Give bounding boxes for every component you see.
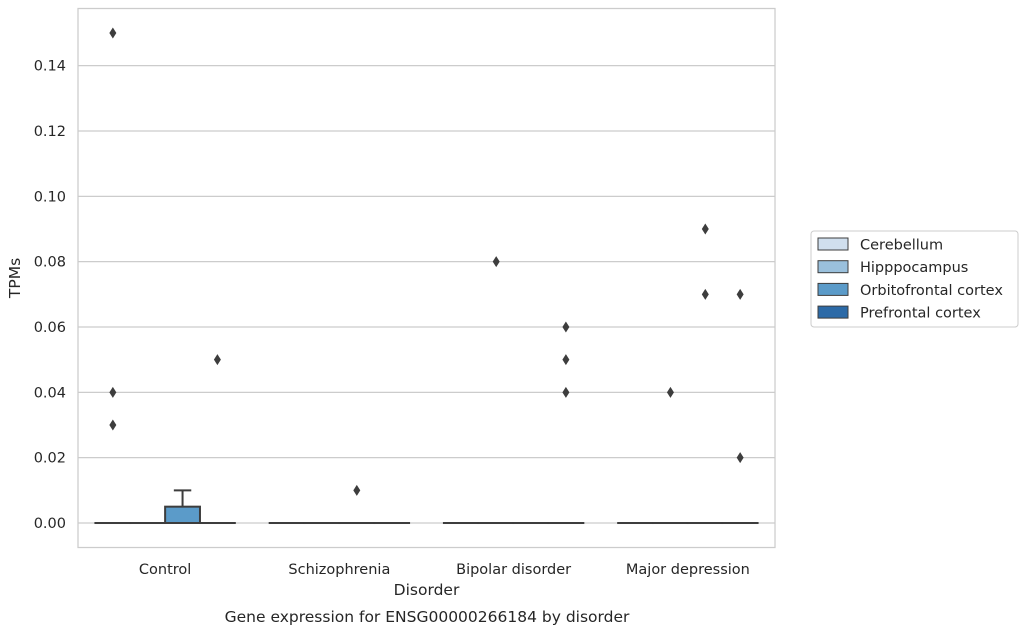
- x-tick-label: Control: [139, 562, 191, 578]
- outlier-point: [736, 452, 744, 464]
- x-tick-label: Major depression: [626, 562, 750, 578]
- legend-label: Prefrontal cortex: [860, 306, 981, 322]
- box-prefrontal-cortex: [198, 354, 236, 525]
- box-marks: [94, 27, 759, 525]
- grid-lines: [78, 65, 775, 524]
- outlier-point: [562, 354, 570, 366]
- box-orbitofrontal-cortex: [686, 223, 724, 525]
- plot-area-frame: [77, 7, 776, 549]
- legend-swatch: [817, 305, 849, 319]
- box-hipppocampus: [477, 256, 515, 525]
- y-tick-label: 0.12: [34, 124, 66, 140]
- outlier-point: [562, 386, 570, 398]
- legend: Cerebellum Hipppocampus Orbitofrontal cort…: [810, 230, 1019, 328]
- legend-swatch: [817, 237, 849, 251]
- y-tick-label: 0.06: [34, 320, 66, 336]
- legend-frame: [810, 230, 1019, 328]
- y-tick-label: 0.08: [34, 255, 66, 271]
- x-tick-label: Schizophrenia: [288, 562, 390, 578]
- box-cerebellum: [94, 27, 132, 525]
- outlier-point: [701, 223, 709, 235]
- y-tick-label: 0.02: [34, 451, 66, 467]
- x-tick-labels: Control Schizophrenia Bipolar disorder Majo…: [139, 562, 750, 578]
- y-tick-label: 0.14: [34, 59, 66, 75]
- legend-label: Cerebellum: [860, 238, 943, 254]
- box-orbitofrontal-cortex: [164, 489, 201, 524]
- y-axis-label: TPMs: [6, 258, 24, 299]
- outlier-point: [492, 256, 500, 268]
- outlier-point: [666, 386, 674, 398]
- outlier-point: [109, 386, 117, 398]
- outlier-point: [109, 27, 117, 39]
- box-orbitofrontal-cortex: [338, 484, 376, 525]
- y-tick-label: 0.00: [34, 516, 66, 532]
- legend-label: Hipppocampus: [860, 260, 968, 276]
- outlier-point: [562, 321, 570, 333]
- outlier-point: [736, 288, 744, 300]
- legend-swatch: [817, 260, 849, 274]
- box-prefrontal-cortex: [547, 321, 585, 525]
- box-body: [164, 505, 201, 524]
- x-tick-label: Bipolar disorder: [456, 562, 571, 578]
- outlier-point: [701, 288, 709, 300]
- outlier-point: [213, 354, 221, 366]
- legend-label: Orbitofrontal cortex: [860, 283, 1003, 299]
- chart-caption: Gene expression for ENSG00000266184 by d…: [225, 608, 630, 626]
- y-tick-labels: 0.00 0.02 0.04 0.06 0.08 0.10 0.12 0.14: [34, 59, 66, 532]
- legend-swatch: [817, 282, 849, 296]
- x-axis-label: Disorder: [394, 581, 460, 599]
- outlier-point: [353, 484, 361, 496]
- box-hipppocampus: [652, 386, 689, 525]
- y-tick-label: 0.10: [34, 189, 66, 205]
- outlier-point: [109, 419, 117, 431]
- box-prefrontal-cortex: [721, 288, 759, 525]
- y-tick-label: 0.04: [34, 385, 66, 401]
